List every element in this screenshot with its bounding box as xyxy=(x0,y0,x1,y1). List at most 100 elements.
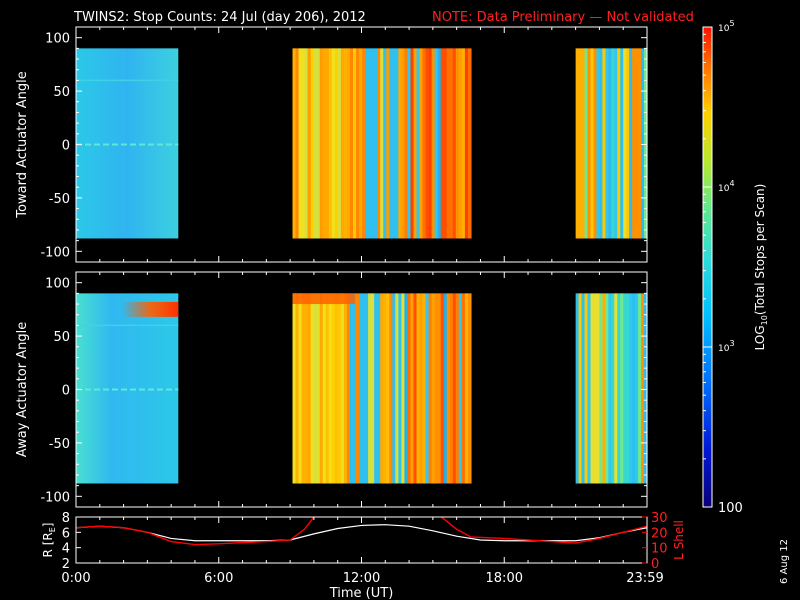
toward-stripe xyxy=(310,48,315,239)
away-stripe xyxy=(611,293,615,484)
colorbar-tick-base: 10 xyxy=(718,184,730,194)
away-stripe xyxy=(587,293,592,484)
toward-stripe xyxy=(419,48,424,239)
away-ytick-label: -50 xyxy=(49,437,70,452)
away-stripe xyxy=(437,293,442,484)
l-shell-ytick-label: 0 xyxy=(651,557,659,572)
away-stripe xyxy=(464,293,469,484)
toward-stripe xyxy=(581,48,586,239)
away-ytick-label: 100 xyxy=(45,277,70,292)
colorbar-tick-exp: 3 xyxy=(729,339,734,348)
away-stripe xyxy=(328,293,333,484)
away-stripe xyxy=(638,293,642,484)
toward-stripe xyxy=(587,48,592,239)
away-stripe xyxy=(590,293,595,484)
away-stripe xyxy=(313,293,318,484)
away-stripe xyxy=(452,293,457,484)
toward-stripe xyxy=(325,48,330,239)
away-stripe xyxy=(359,293,363,484)
toward-stripe xyxy=(632,48,636,239)
away-stripe xyxy=(602,293,606,484)
toward-stripe xyxy=(401,48,406,239)
toward-stripe xyxy=(377,48,381,239)
toward-stripe xyxy=(313,48,318,239)
away-stripe xyxy=(334,293,339,484)
away-stripe xyxy=(395,293,399,484)
orbit-lines xyxy=(76,517,647,546)
away-stripe xyxy=(635,293,639,484)
away-stripe xyxy=(401,293,406,484)
toward-stripe xyxy=(359,48,363,239)
toward-stripe xyxy=(362,48,366,239)
away-stripe xyxy=(365,293,369,484)
time-xtick-label: 6:00 xyxy=(204,571,233,586)
toward-stripe xyxy=(575,48,580,239)
colorbar-tick-base: 10 xyxy=(718,344,730,354)
away-stripe xyxy=(575,293,580,484)
away-stripe xyxy=(404,293,409,484)
toward-stripe xyxy=(331,48,336,239)
away-stripe xyxy=(407,293,412,484)
away-stripe xyxy=(617,293,621,484)
time-xtick-label: 23:59 xyxy=(626,571,663,586)
toward-stripe xyxy=(431,48,436,239)
away-stripe xyxy=(422,293,427,484)
toward-stripe xyxy=(623,48,627,239)
toward-stripe xyxy=(307,48,312,239)
away-heatmap-panel: 100 50 0 -50 -100 Away Actuator Angle xyxy=(15,271,648,508)
away-stripe xyxy=(458,293,463,484)
away-stripe xyxy=(301,293,306,484)
toward-stripe xyxy=(328,48,333,239)
toward-stripe xyxy=(349,48,354,239)
toward-stripe xyxy=(319,48,324,239)
away-stripe xyxy=(362,293,366,484)
away-stripe xyxy=(383,293,387,484)
away-stripe xyxy=(413,293,418,484)
toward-stripe xyxy=(374,48,378,239)
toward-stripe xyxy=(584,48,589,239)
away-segment-quiet xyxy=(76,293,179,484)
toward-stripe xyxy=(458,48,463,239)
toward-stripe xyxy=(352,48,357,239)
toward-stripe xyxy=(596,48,601,239)
away-stripe xyxy=(377,293,381,484)
away-stripe xyxy=(629,293,633,484)
toward-stripe xyxy=(629,48,633,239)
toward-stripe xyxy=(422,48,427,239)
away-stripe xyxy=(578,293,583,484)
toward-stripe xyxy=(641,48,645,239)
toward-stripe xyxy=(295,48,300,239)
toward-stripe xyxy=(437,48,442,239)
toward-ylabel: Toward Actuator Angle xyxy=(15,71,30,218)
away-stripe xyxy=(461,293,466,484)
toward-stripe xyxy=(304,48,309,239)
away-stripe xyxy=(346,293,351,484)
toward-stripe xyxy=(425,48,430,239)
toward-stripe xyxy=(605,48,609,239)
toward-stripe xyxy=(340,48,345,239)
colorbar-tick-label: 103 xyxy=(718,339,735,354)
r-ytick-label: 6 xyxy=(62,526,70,541)
toward-stripe xyxy=(434,48,439,239)
away-stripe xyxy=(605,293,609,484)
colorbar-tick-exp: 5 xyxy=(729,19,734,28)
colorbar-label-prefix: LOG xyxy=(753,325,767,350)
toward-stripe xyxy=(590,48,595,239)
colorbar-tick-label: 100 xyxy=(718,501,743,516)
toward-stripe xyxy=(443,48,448,239)
away-stripe xyxy=(446,293,451,484)
r-series-line xyxy=(76,524,647,542)
colorbar-label: LOG10(Total Stops per Scan) xyxy=(753,184,769,351)
away-stripe xyxy=(428,293,433,484)
away-stripe xyxy=(608,293,612,484)
away-ytick-label: 0 xyxy=(62,384,70,399)
away-stripe xyxy=(356,293,360,484)
toward-stripe xyxy=(644,48,648,239)
toward-stripe xyxy=(301,48,306,239)
away-hot-cap xyxy=(292,293,355,305)
toward-stripe xyxy=(635,48,639,239)
toward-stripe xyxy=(404,48,409,239)
away-stripe xyxy=(632,293,636,484)
away-stripe xyxy=(623,293,627,484)
l-shell-ytick-label: 20 xyxy=(651,526,668,541)
